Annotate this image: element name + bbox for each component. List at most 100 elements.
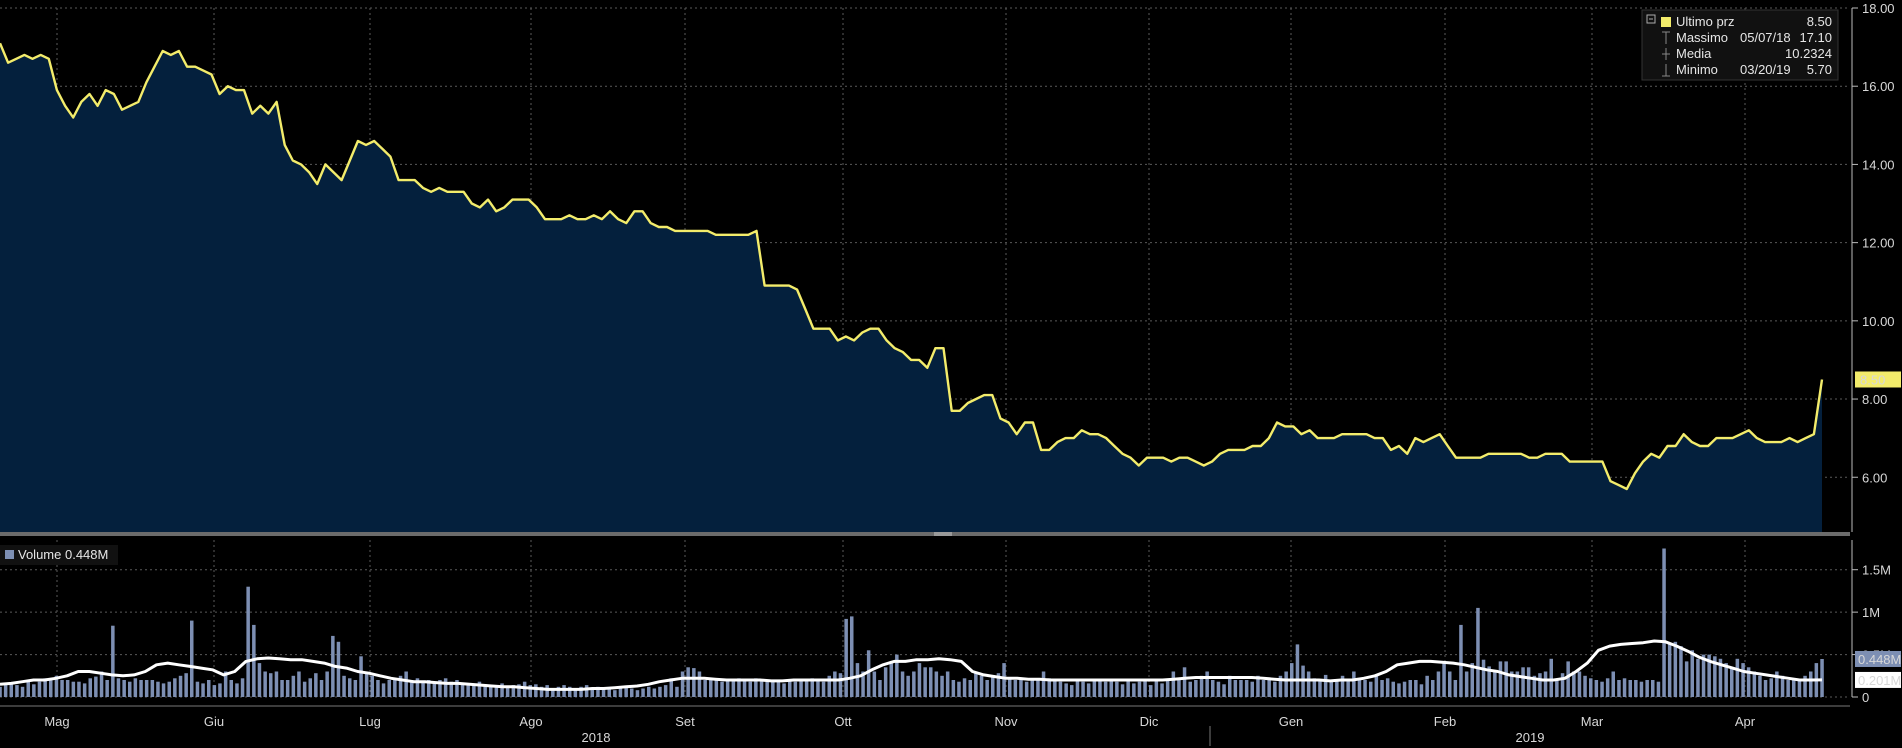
volume-value-badge xyxy=(1855,650,1901,667)
volume-bar xyxy=(934,671,939,697)
panel-divider[interactable] xyxy=(0,532,1850,536)
legend-label: Minimo xyxy=(1676,62,1718,77)
volume-bar xyxy=(161,683,166,697)
volume-bar xyxy=(1239,680,1243,697)
month-label: Lug xyxy=(359,714,381,729)
volume-bar xyxy=(1374,675,1379,697)
month-label: Mar xyxy=(1581,714,1604,729)
volume-bar xyxy=(737,678,741,697)
volume-bar xyxy=(240,678,245,697)
volume-average-path xyxy=(0,639,1823,691)
legend-date: 05/07/18 xyxy=(1740,30,1791,45)
price-tick-label: 10.00 xyxy=(1862,314,1895,329)
volume-bar xyxy=(297,671,301,697)
volume-bar xyxy=(1199,675,1204,697)
volume-bar xyxy=(1532,675,1537,697)
volume-bar xyxy=(263,671,267,697)
volume-bar xyxy=(652,688,657,697)
volume-bar xyxy=(1707,654,1711,697)
legend-value: 8.50 xyxy=(1807,14,1832,29)
price-tick-label: 6.00 xyxy=(1862,470,1887,485)
volume-bar xyxy=(353,680,358,697)
price-tick-label: 12.00 xyxy=(1862,236,1895,251)
volume-bar xyxy=(1673,641,1678,697)
volume-bar xyxy=(945,671,950,697)
divider-handle[interactable] xyxy=(934,532,952,536)
volume-bar xyxy=(1555,680,1559,697)
volume-bar xyxy=(128,681,132,697)
price-tick-label: 14.00 xyxy=(1862,157,1895,172)
last-price-label: 8.50 xyxy=(1860,372,1885,387)
month-label: Apr xyxy=(1735,714,1756,729)
volume-bar xyxy=(584,685,589,697)
volume-bar xyxy=(1605,678,1610,697)
volume-bar xyxy=(421,681,425,697)
volume-bar xyxy=(804,680,809,697)
volume-bar xyxy=(1775,671,1779,697)
volume-bar xyxy=(957,681,961,697)
volume-bar xyxy=(1713,656,1717,697)
volume-bar xyxy=(759,680,764,697)
volume-bar xyxy=(1363,680,1367,697)
volume-bar xyxy=(788,680,792,697)
volume-bar xyxy=(308,678,312,697)
volume-bar xyxy=(1385,678,1390,697)
volume-bar xyxy=(1634,680,1638,697)
volume-bar xyxy=(1369,681,1373,697)
volume-bar xyxy=(810,678,814,697)
volume-bar xyxy=(71,681,76,697)
volume-bar xyxy=(697,671,702,697)
volume-bar xyxy=(325,671,329,697)
volume-legend-label: Volume 0.448M xyxy=(18,547,108,562)
volume-bar xyxy=(1103,681,1108,697)
volume-bar xyxy=(1216,681,1221,697)
volume-bar xyxy=(9,684,13,697)
volume-value-badge xyxy=(1855,671,1901,688)
price-line xyxy=(0,42,1824,491)
month-label: Dic xyxy=(1140,714,1159,729)
time-axis: Mag Giu Lug Ago Set Ott Nov Dic Gen Feb Mar Apr 2018… xyxy=(0,705,1850,746)
volume-bar xyxy=(49,680,53,697)
volume-bar xyxy=(319,680,324,697)
volume-bar xyxy=(1746,667,1751,697)
volume-bar xyxy=(511,685,516,697)
volume-bar xyxy=(1656,681,1661,697)
volume-bar xyxy=(1346,680,1350,697)
volume-bar xyxy=(116,678,121,697)
volume-bar xyxy=(443,678,448,697)
volume-bar xyxy=(1780,675,1785,697)
volume-bar xyxy=(173,678,177,697)
volume-bar xyxy=(669,678,673,697)
volume-bar xyxy=(985,680,989,697)
price-line-path xyxy=(0,42,1824,491)
volume-bar xyxy=(1132,683,1136,697)
volume-bar xyxy=(223,671,228,697)
volume-bar xyxy=(1543,671,1548,697)
volume-bar xyxy=(274,671,279,697)
volume-bar xyxy=(150,680,155,697)
volume-bar xyxy=(1797,680,1802,697)
volume-bar xyxy=(906,675,910,697)
volume-bar xyxy=(1515,671,1520,697)
volume-bar xyxy=(269,673,273,697)
volume-bar xyxy=(1572,671,1576,697)
legend-collapse-icon[interactable] xyxy=(1646,14,1656,24)
volume-bar xyxy=(1453,680,1458,697)
volume-bar xyxy=(1431,680,1435,697)
volume-bar xyxy=(1504,661,1508,697)
volume-bar xyxy=(1086,683,1091,697)
volume-bar xyxy=(1549,658,1553,697)
volume-bar xyxy=(500,683,504,697)
month-label: Nov xyxy=(994,714,1018,729)
volume-bar xyxy=(1628,680,1632,697)
volume-bar xyxy=(1137,681,1142,697)
volume-bar xyxy=(1194,680,1198,697)
volume-bar xyxy=(460,684,465,697)
volume-bar xyxy=(996,673,1001,697)
volume-bar xyxy=(449,681,453,697)
volume-bar xyxy=(1820,659,1824,697)
volume-bar xyxy=(1589,678,1593,697)
volume-bar xyxy=(1357,678,1362,697)
volume-bar xyxy=(472,685,476,697)
